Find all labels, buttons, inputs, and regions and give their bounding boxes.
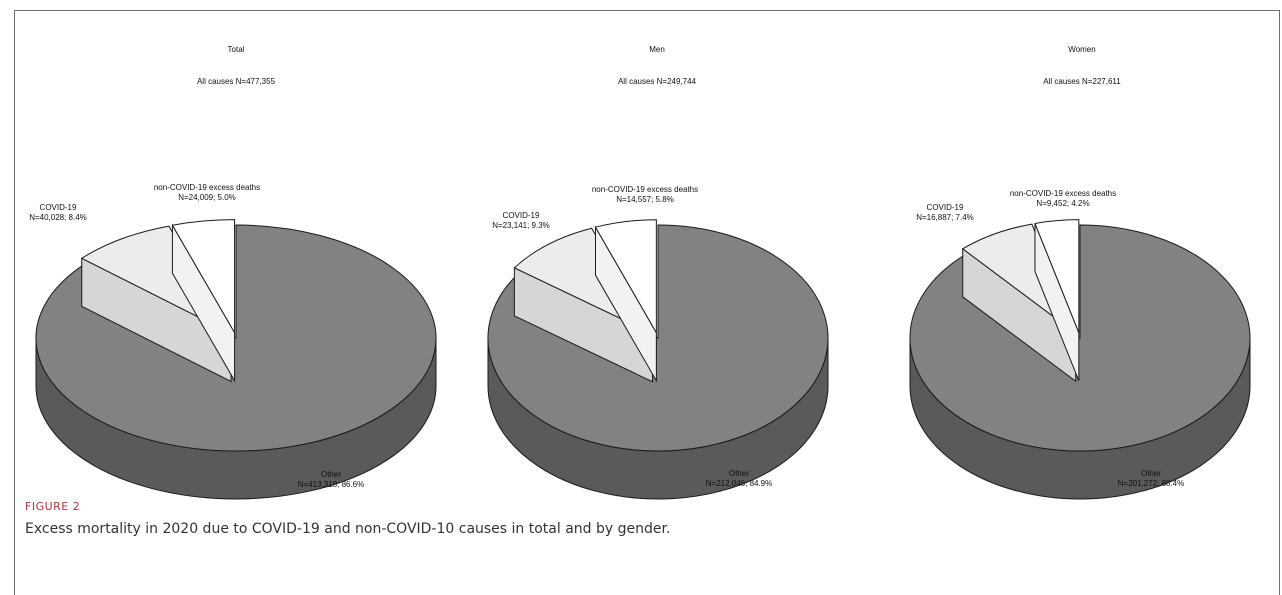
slice-top [1034,219,1080,333]
pie-slice-other [909,224,1251,500]
figure-caption: Excess mortality in 2020 due to COVID-19… [25,521,671,537]
pie-slice-other [487,224,829,500]
slice-label-name: non-COVID-19 excess deaths [1010,189,1116,198]
slice-label-name: non-COVID-19 excess deaths [592,185,698,194]
pie-slice-other [35,224,437,500]
figure-frame [14,10,1280,595]
slice-top [35,224,437,452]
slice-label-name: COVID-19 [40,203,77,212]
slice-label-value: N=212,046; 84.9% [706,479,773,488]
slice-label-value: N=14,557; 5.8% [616,195,674,204]
pie-chart-women: Women All causes N=227,611 OtherN=201,272;… [909,45,1251,500]
slice-top [961,223,1077,335]
slice-label-name: Other [321,470,341,479]
panel-title: Total [228,45,245,54]
slice-label-name: COVID-19 [503,211,540,220]
slice-label-value: N=413,318; 86.6% [298,480,365,489]
slice-top [171,219,236,335]
slice-top [594,219,657,335]
panel-subtitle: All causes N=249,744 [618,77,697,86]
slice-label-value: N=16,887; 7.4% [916,213,974,222]
pie-chart-total: Total All causes N=477,355 OtherN=413,318;… [29,45,437,500]
slice-label-name: Other [729,469,749,478]
slice-top [909,224,1251,452]
pie-slice-non [171,219,236,383]
panel-title: Men [649,45,665,54]
slice-top [487,224,829,452]
panel-title: Women [1068,45,1095,54]
slice-label-name: non-COVID-19 excess deaths [154,183,260,192]
pie-slice-non [1034,219,1080,381]
slice-label-value: N=40,028; 8.4% [29,213,87,222]
panel-subtitle: All causes N=477,355 [197,77,276,86]
slice-label-value: N=24,009; 5.0% [178,193,236,202]
panel-subtitle: All causes N=227,611 [1043,77,1121,86]
slice-label-name: COVID-19 [927,203,964,212]
slice-label-value: N=23,141; 9.3% [492,221,550,230]
slice-label-value: N=9,452; 4.2% [1036,199,1089,208]
slice-label-name: Other [1141,469,1161,478]
slice-label-value: N=201,272; 88.4% [1118,479,1185,488]
figure-label: FIGURE 2 [25,500,81,513]
pie-slice-non [594,219,657,383]
